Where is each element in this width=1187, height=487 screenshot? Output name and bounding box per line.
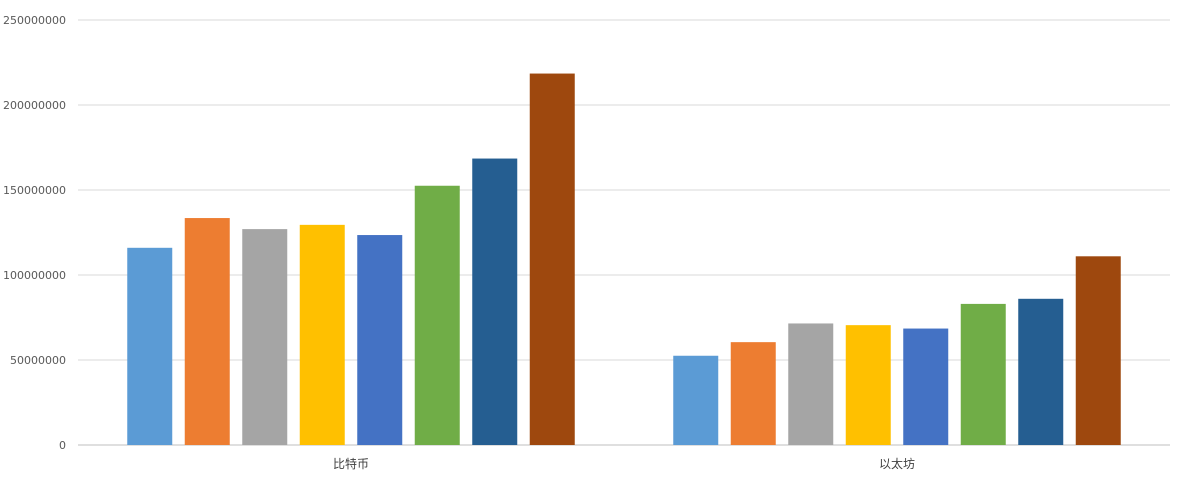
y-tick-label: 100000000 (3, 269, 66, 282)
y-tick-label: 0 (59, 439, 66, 452)
x-tick-label: 比特币 (333, 456, 369, 471)
bar-3-bitcoin (242, 229, 288, 445)
bar-5-bitcoin (357, 235, 403, 445)
bar-1-bitcoin (127, 247, 173, 445)
y-tick-label: 50000000 (10, 354, 66, 367)
bar-7-ethereum (1018, 298, 1064, 445)
bar-8-ethereum (1075, 256, 1121, 445)
bar-1-ethereum (673, 355, 719, 445)
bar-5-ethereum (903, 328, 949, 445)
bar-4-ethereum (845, 325, 891, 445)
bar-6-ethereum (960, 303, 1006, 445)
bar-4-bitcoin (299, 224, 345, 445)
bar-2-ethereum (730, 342, 776, 445)
bar-3-ethereum (788, 323, 834, 445)
y-tick-label: 150000000 (3, 184, 66, 197)
x-tick-label: 以太坊 (879, 456, 915, 471)
bar-2-bitcoin (184, 218, 230, 445)
bar-8-bitcoin (529, 73, 575, 446)
bar-7-bitcoin (472, 158, 518, 446)
y-tick-label: 250000000 (3, 14, 66, 27)
bar-6-bitcoin (414, 185, 460, 445)
y-tick-label: 200000000 (3, 99, 66, 112)
